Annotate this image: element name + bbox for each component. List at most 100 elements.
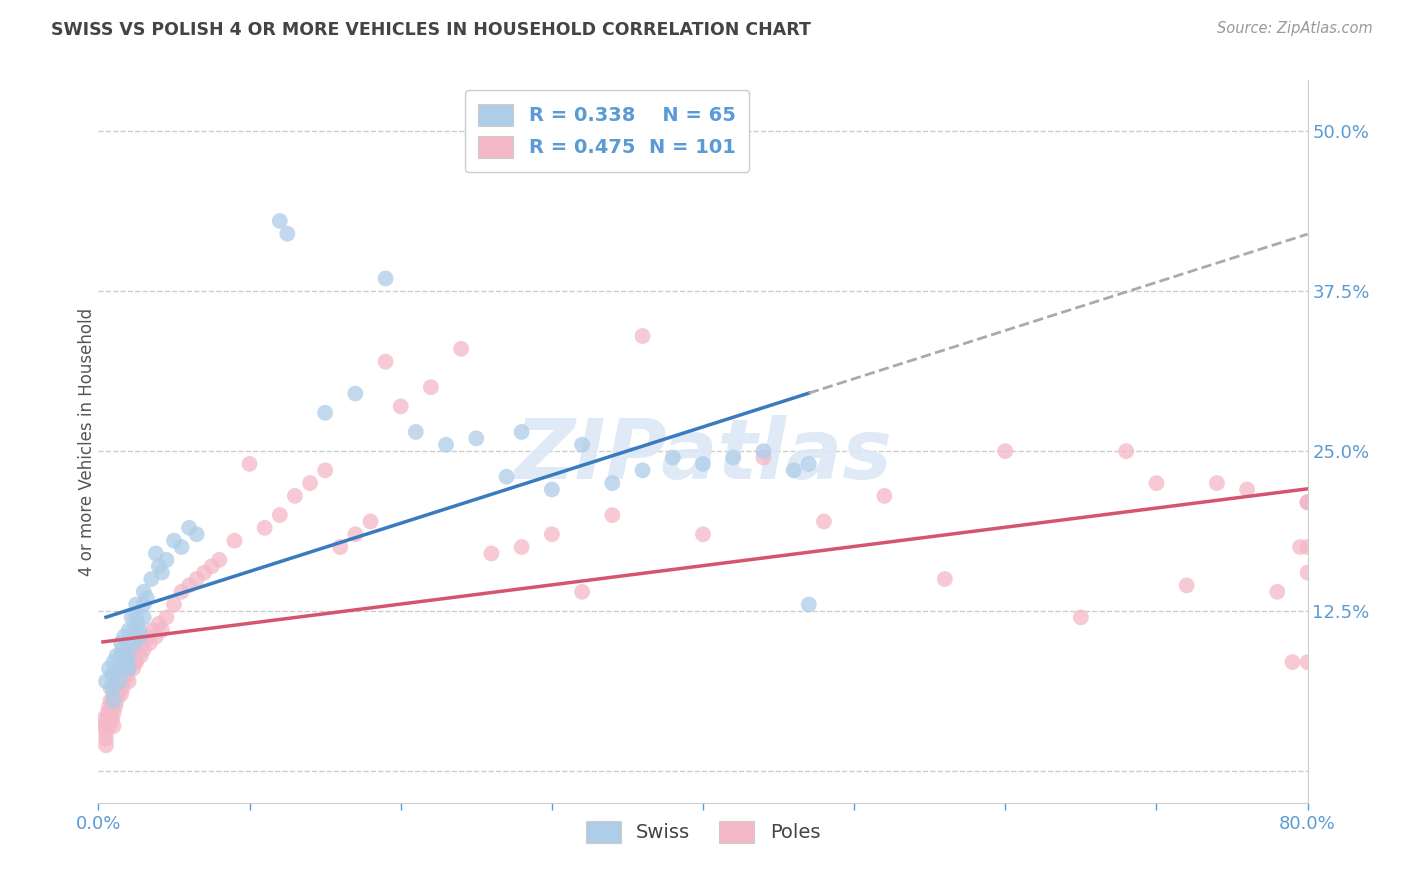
Point (873, 489, 896, 503)
Point (208, 553, 231, 567)
Point (150, 566, 173, 580)
Point (465, 431, 488, 445)
Point (141, 572, 163, 586)
Point (103, 681, 125, 695)
Point (118, 661, 141, 675)
Point (405, 425, 427, 439)
Point (125, 598, 148, 612)
Point (103, 668, 125, 682)
Point (129, 648, 152, 663)
Point (752, 450, 775, 465)
Point (118, 636, 141, 650)
Point (125, 655, 148, 669)
Point (344, 386, 367, 401)
Point (110, 661, 132, 675)
Point (103, 655, 125, 669)
Point (101, 668, 124, 682)
Point (96, 706, 118, 721)
Point (115, 668, 138, 682)
Point (118, 661, 141, 675)
Point (110, 687, 132, 701)
Point (103, 719, 125, 733)
Point (163, 533, 186, 548)
Point (108, 674, 131, 689)
Point (121, 610, 143, 624)
Point (1296, 540, 1319, 554)
Point (100, 713, 122, 727)
Point (224, 533, 246, 548)
Point (495, 469, 517, 483)
Point (145, 630, 167, 644)
Point (1236, 483, 1258, 497)
Point (103, 693, 125, 707)
Point (111, 661, 134, 675)
Point (118, 674, 141, 689)
Point (103, 687, 125, 701)
Point (111, 681, 134, 695)
Point (1296, 495, 1319, 509)
Point (115, 655, 138, 669)
Point (420, 380, 443, 394)
Point (110, 648, 132, 663)
Point (163, 598, 186, 612)
Point (314, 463, 336, 477)
Point (114, 655, 136, 669)
Point (602, 476, 624, 491)
Point (105, 648, 128, 663)
Point (125, 610, 148, 624)
Point (269, 508, 291, 522)
Point (155, 553, 177, 567)
Point (360, 515, 382, 529)
Point (105, 693, 128, 707)
Point (110, 636, 132, 650)
Point (631, 329, 654, 343)
Point (91, 713, 114, 727)
Text: SWISS VS POLISH 4 OR MORE VEHICLES IN HOUSEHOLD CORRELATION CHART: SWISS VS POLISH 4 OR MORE VEHICLES IN HO… (51, 21, 810, 39)
Point (112, 630, 135, 644)
Point (186, 527, 208, 541)
Point (139, 636, 162, 650)
Point (114, 661, 136, 675)
Point (110, 661, 132, 675)
Point (98, 699, 121, 714)
Point (813, 515, 835, 529)
Point (1115, 444, 1137, 458)
Point (374, 271, 396, 285)
Point (253, 521, 276, 535)
Point (100, 681, 122, 695)
Point (540, 527, 562, 541)
Point (108, 674, 131, 689)
Legend: Swiss, Poles: Swiss, Poles (578, 813, 828, 851)
Point (434, 438, 457, 452)
Point (107, 661, 129, 675)
Point (94, 738, 117, 752)
Point (155, 610, 177, 624)
Y-axis label: 4 or more Vehicles in Household: 4 or more Vehicles in Household (79, 308, 96, 575)
Point (111, 642, 134, 657)
Point (103, 706, 125, 721)
Point (1267, 584, 1289, 599)
Point (142, 623, 165, 637)
Point (571, 584, 593, 599)
Point (299, 476, 322, 491)
Point (150, 623, 173, 637)
Point (692, 527, 714, 541)
Point (94, 725, 117, 739)
Point (752, 444, 775, 458)
Point (179, 521, 201, 535)
Point (112, 655, 135, 669)
Point (132, 598, 155, 612)
Point (124, 636, 146, 650)
Point (121, 648, 143, 663)
Point (127, 616, 149, 631)
Point (128, 642, 150, 657)
Point (450, 342, 472, 356)
Point (132, 642, 155, 657)
Point (1296, 495, 1319, 509)
Point (510, 540, 533, 554)
Point (122, 661, 145, 675)
Point (1296, 495, 1319, 509)
Point (193, 566, 215, 580)
Point (314, 406, 336, 420)
Point (602, 508, 624, 522)
